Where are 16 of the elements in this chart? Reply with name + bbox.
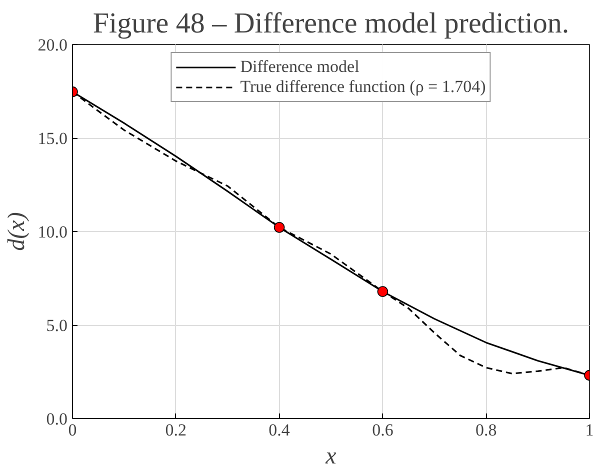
y-tick-label: 10.0 <box>38 222 68 242</box>
y-tick-label: 0.0 <box>46 410 68 428</box>
legend-label: Difference model <box>240 57 360 77</box>
x-tick-label: 1 <box>585 420 594 440</box>
legend-label: True difference function (ρ = 1.704) <box>240 77 486 97</box>
y-tick-label: 5.0 <box>46 316 68 335</box>
y-tick-label: 20.0 <box>38 36 68 54</box>
y-tick-label: 15.0 <box>38 129 68 148</box>
x-tick-label: 0.8 <box>475 420 497 440</box>
x-axis-title: x <box>324 444 337 470</box>
y-axis-title: d(x) <box>4 212 30 251</box>
chart-title: Figure 48 – Difference model prediction. <box>92 8 570 40</box>
x-tick-label: 0.6 <box>372 420 394 440</box>
x-tick-label: 0.4 <box>268 420 290 440</box>
x-tick-label: 0.2 <box>165 420 187 440</box>
x-tick-label: 0 <box>68 420 77 440</box>
